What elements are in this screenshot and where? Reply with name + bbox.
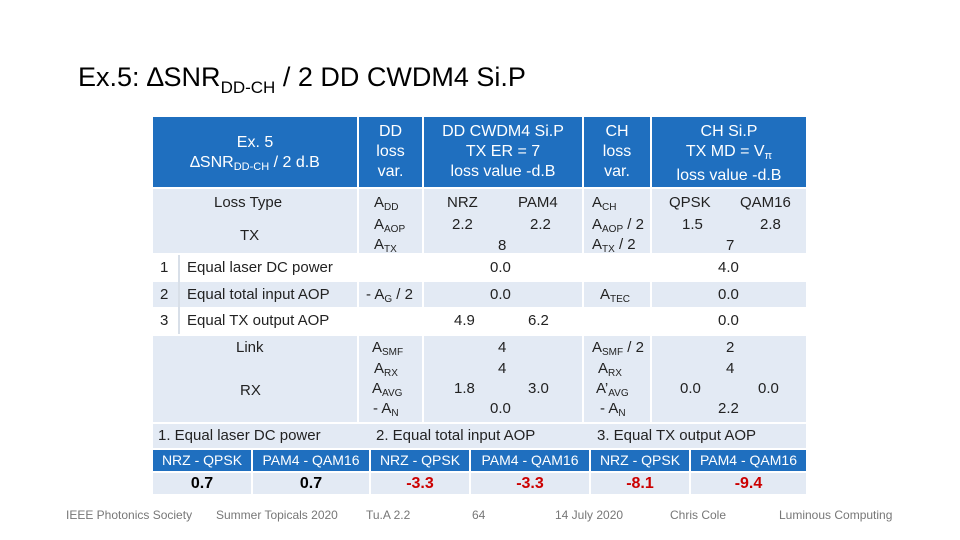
tx-label: TX — [240, 227, 260, 244]
row1-dd-value: 0.0 — [490, 259, 511, 276]
divider — [178, 255, 180, 334]
ch-rx-value: 4 — [726, 360, 735, 377]
minus-a-n-ch: - AN — [600, 400, 626, 419]
summary-value: -3.3 — [471, 473, 589, 494]
a-aop-half: AAOP / 2 — [592, 216, 644, 235]
category-cell: NRZ - QPSK — [371, 450, 469, 471]
tx-item-label: Equal total input AOP — [187, 286, 330, 303]
slide-title: Ex.5: ∆SNRDD-CH / 2 DD CWDM4 Si.P — [78, 62, 526, 97]
tx-item-num: 2 — [160, 286, 169, 303]
a-tx: ATX — [374, 236, 397, 255]
summary-value: 0.7 — [253, 473, 369, 494]
n-value: 0.0 — [490, 400, 511, 417]
category-cell: NRZ - QPSK — [153, 450, 251, 471]
qpsk-value: 1.5 — [682, 216, 703, 233]
row3-ch-value: 0.0 — [718, 312, 739, 329]
qam16-value: 2.8 — [760, 216, 781, 233]
footer-page-number: 64 — [472, 508, 486, 522]
a-dd: ADD — [374, 194, 399, 213]
footer-session: Tu.A 2.2 — [366, 508, 411, 522]
pam4-label: PAM4 — [518, 194, 558, 211]
ch-avg-qam16-value: 0.0 — [758, 380, 779, 397]
summary-value: 0.7 — [153, 473, 251, 494]
footer-society: IEEE Photonics Society — [66, 508, 193, 522]
summary-label-2: 2. Equal total input AOP — [376, 427, 536, 444]
a-aop: AAOP — [374, 216, 406, 235]
footer-author: Chris Cole — [670, 508, 727, 522]
row3-pam4-value: 6.2 — [528, 312, 549, 329]
category-cell: PAM4 - QAM16 — [253, 450, 369, 471]
divider — [357, 189, 359, 422]
summary-values-row: 0.7 0.7 -3.3 -3.3 -8.1 -9.4 — [153, 473, 806, 494]
summary-label-1: 1. Equal laser DC power — [158, 427, 321, 444]
a-tec: ATEC — [600, 286, 631, 305]
link-label: Link — [236, 339, 264, 356]
tx-shared-value: 8 — [498, 237, 507, 254]
summary-categories-row: NRZ - QPSK PAM4 - QAM16 NRZ - QPSK PAM4 … — [153, 450, 806, 471]
tx-item-label: Equal TX output AOP — [187, 312, 330, 329]
tx-item-label: Equal laser DC power — [187, 259, 333, 276]
a-rx-ch: ARX — [598, 360, 622, 379]
row-2-bg — [153, 282, 806, 307]
loss-type-label: Loss Type — [214, 194, 283, 211]
row2-dd-value: 0.0 — [490, 286, 511, 303]
tx-item-num: 3 — [160, 312, 169, 329]
header-ch-loss: CH loss var. — [584, 117, 650, 187]
footer-conference: Summer Topicals 2020 — [216, 508, 338, 522]
footer-affiliation: Luminous Computing — [779, 508, 893, 522]
tx-item-num: 1 — [160, 259, 169, 276]
avg-pam4-value: 3.0 — [528, 380, 549, 397]
qam16-label: QAM16 — [740, 194, 791, 211]
row-1-bg — [153, 255, 806, 280]
header-dd-cwdm4: DD CWDM4 Si.P TX ER = 7 loss value -d.B — [424, 117, 582, 187]
rx-value: 4 — [498, 360, 507, 377]
row2-ch-value: 0.0 — [718, 286, 739, 303]
pam4-value: 2.2 — [530, 216, 551, 233]
category-cell: NRZ - QPSK — [591, 450, 689, 471]
ch-tx-shared-value: 7 — [726, 237, 735, 254]
divider — [422, 189, 424, 422]
row1-ch-value: 4.0 — [718, 259, 739, 276]
a-tx-half: ATX / 2 — [592, 236, 636, 255]
divider — [650, 189, 652, 422]
header-dd-loss: DD loss var. — [359, 117, 422, 187]
ch-avg-qpsk-value: 0.0 — [680, 380, 701, 397]
row-loss-type-bg — [153, 189, 806, 253]
category-cell: PAM4 - QAM16 — [471, 450, 589, 471]
qpsk-label: QPSK — [669, 194, 711, 211]
summary-label-3: 3. Equal TX output AOP — [597, 427, 756, 444]
row-link-rx-bg — [153, 336, 806, 422]
a-rx: ARX — [374, 360, 398, 379]
row-3-bg — [153, 309, 806, 334]
summary-value: -9.4 — [691, 473, 806, 494]
a-prime-avg: A’AVG — [596, 380, 629, 399]
footer-date: 14 July 2020 — [555, 508, 624, 522]
nrz-label: NRZ — [447, 194, 478, 211]
divider — [582, 189, 584, 422]
header-ex5: Ex. 5 ∆SNRDD-CH / 2 d.B — [153, 117, 357, 187]
a-avg: AAVG — [372, 380, 403, 399]
minus-a-n: - AN — [373, 400, 399, 419]
smf-value: 4 — [498, 339, 507, 356]
a-ch: ACH — [592, 194, 617, 213]
category-cell: PAM4 - QAM16 — [691, 450, 806, 471]
summary-value: -8.1 — [591, 473, 689, 494]
rx-label: RX — [240, 382, 261, 399]
a-smf-half: ASMF / 2 — [592, 339, 644, 358]
a-smf: ASMF — [372, 339, 404, 358]
nrz-value: 2.2 — [452, 216, 473, 233]
ch-smf-value: 2 — [726, 339, 735, 356]
minus-a-g: - AG / 2 — [366, 286, 413, 305]
ch-n-value: 2.2 — [718, 400, 739, 417]
avg-nrz-value: 1.8 — [454, 380, 475, 397]
header-ch-sip: CH Si.P TX MD = Vπ loss value -d.B — [652, 117, 806, 187]
row3-nrz-value: 4.9 — [454, 312, 475, 329]
summary-value: -3.3 — [371, 473, 469, 494]
summary-labels-bg — [153, 424, 806, 448]
